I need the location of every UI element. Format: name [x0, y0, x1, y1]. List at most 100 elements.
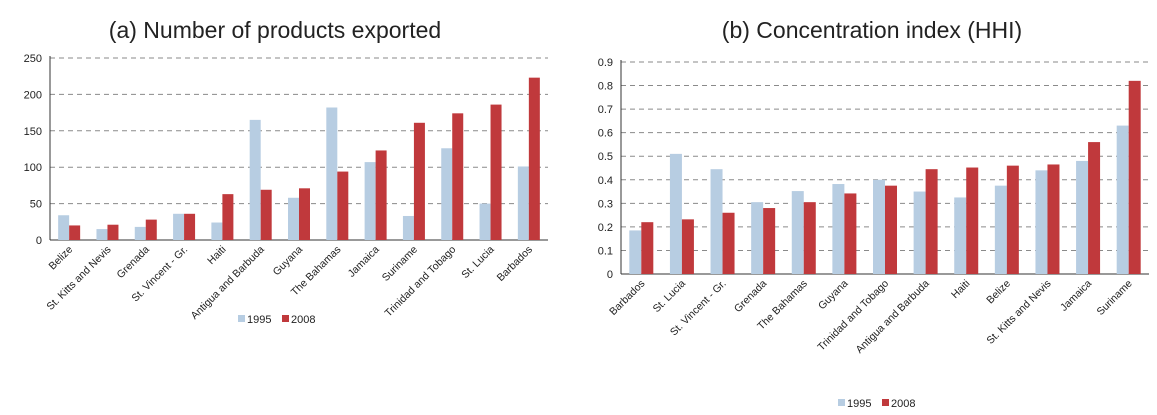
chart-a-category-label: Barbados	[495, 244, 535, 284]
chart-b-bar-1995	[994, 185, 1007, 274]
chart-b-category-label: Antigua and Barbuda	[853, 278, 931, 356]
chart-b-bar-1995	[1035, 170, 1048, 274]
chart-a-bar-1995	[288, 197, 299, 240]
chart-a-bar-2008	[107, 224, 119, 240]
chart-b-category-label: St. Lucia	[651, 278, 688, 315]
chart-a-bar-2008	[375, 150, 387, 240]
chart-b-bar-2008	[681, 219, 694, 274]
chart-a-bar-2008	[260, 189, 272, 240]
chart-b-bar-2008	[641, 222, 654, 274]
chart-a-bar-2008	[528, 77, 540, 240]
chart-b-ytick-label: 0	[607, 269, 613, 281]
chart-a-ytick-label: 0	[36, 235, 42, 247]
chart-a-bar-2008	[490, 104, 502, 240]
chart-a-title: (a) Number of products exported	[109, 17, 441, 43]
chart-b-bar-1995	[629, 230, 642, 274]
chart-a-bar-1995	[96, 229, 108, 240]
chart-a-category-label: St. Kitts and Nevis	[44, 244, 113, 313]
chart-b-bar-1995	[1076, 160, 1089, 274]
chart-a-bar-2008	[145, 219, 157, 240]
chart-a-category-label: Suriname	[380, 244, 420, 284]
chart-b-bar-2008	[844, 193, 857, 274]
chart-b-category-label: Barbados	[607, 278, 647, 318]
chart-b-category-label: Guyana	[816, 278, 851, 313]
chart-a-category-label: Guyana	[271, 244, 306, 279]
chart-b-ytick-label: 0.2	[598, 222, 613, 234]
chart-a-legend-swatch-1995	[238, 315, 245, 322]
chart-b-bar-2008	[763, 208, 776, 274]
chart-a-bar-2008	[413, 122, 425, 240]
chart-b-legend-swatch-1995	[838, 399, 845, 406]
chart-a-legend-label-2008: 2008	[291, 314, 315, 326]
chart-a-bar-2008	[184, 213, 196, 240]
chart-b-ytick-label: 0.5	[598, 151, 613, 163]
chart-a-bar-1995	[402, 215, 414, 240]
chart-a-bar-1995	[326, 107, 338, 240]
chart-b-ytick-label: 0.9	[598, 57, 613, 69]
chart-b-legend-label-1995: 1995	[847, 398, 871, 410]
chart-b-bar-1995	[710, 169, 723, 274]
chart-b-bar-1995	[751, 202, 764, 274]
chart-b-ytick-label: 0.6	[598, 128, 613, 140]
chart-a-legend-label-1995: 1995	[247, 314, 271, 326]
chart-a-ytick-label: 150	[24, 126, 42, 138]
chart-b-ytick-label: 0.3	[598, 198, 613, 210]
chart-b-bar-2008	[1006, 165, 1019, 274]
chart-a-bar-1995	[211, 222, 223, 240]
chart-a-bar-2008	[337, 171, 349, 240]
chart-b-ytick-label: 0.7	[598, 104, 613, 116]
chart-products-exported: (a) Number of products exported 0 50 100 15…	[24, 17, 548, 326]
chart-b-bar-1995	[954, 197, 967, 274]
chart-a-bar-1995	[441, 148, 453, 240]
chart-a-ytick-label: 100	[24, 162, 42, 174]
chart-a-ytick-label: 250	[24, 53, 42, 65]
chart-a-bar-1995	[249, 119, 261, 240]
chart-b-bar-2008	[803, 202, 816, 274]
chart-b-legend-label-2008: 2008	[891, 398, 915, 410]
chart-b-category-label: Grenada	[732, 278, 769, 315]
chart-a-bar-2008	[299, 188, 310, 240]
chart-a-bar-1995	[364, 162, 376, 240]
chart-b-legend-swatch-2008	[882, 399, 889, 406]
chart-a-bar-1995	[517, 166, 529, 240]
chart-a-legend-swatch-2008	[282, 315, 289, 322]
chart-b-title: (b) Concentration index (HHI)	[722, 17, 1022, 43]
chart-b-bar-2008	[885, 185, 897, 274]
chart-b-bar-2008	[1128, 80, 1141, 274]
chart-b-bar-1995	[832, 184, 845, 274]
chart-a-category-label: Jamaica	[346, 244, 382, 280]
chart-b-ytick-label: 0.4	[598, 175, 613, 187]
chart-b-category-label: Belize	[984, 278, 1013, 307]
chart-b-bar-2008	[925, 169, 938, 274]
chart-b-category-label: Trinidad and Tobago	[815, 278, 891, 354]
chart-b-bar-2008	[1047, 164, 1060, 274]
chart-b-bar-1995	[913, 191, 926, 274]
chart-a-category-label: Antigua and Barbuda	[189, 244, 267, 322]
chart-a-bar-1995	[134, 226, 146, 240]
chart-a-category-label: Trinidad and Tobago	[383, 244, 459, 320]
chart-a-bar-2008	[69, 225, 81, 240]
chart-b-ytick-label: 0.8	[598, 81, 613, 93]
chart-a-category-label: Haiti	[205, 244, 228, 267]
chart-b-bar-2008	[966, 167, 979, 274]
chart-b-category-label: Suriname	[1095, 278, 1135, 318]
chart-a-bar-2008	[222, 194, 234, 240]
chart-b-category-label: Haiti	[949, 278, 972, 301]
chart-b-bar-2008	[722, 212, 735, 274]
chart-a-bar-1995	[173, 213, 185, 240]
chart-a-ytick-label: 200	[24, 89, 42, 101]
chart-b-ytick-label: 0.1	[598, 245, 613, 257]
chart-a-bar-1995	[479, 203, 491, 240]
chart-b-bar-1995	[669, 153, 682, 274]
chart-b-bar-1995	[791, 191, 804, 274]
chart-a-category-label: St. Lucia	[459, 244, 496, 281]
chart-a-category-label: Grenada	[115, 244, 152, 281]
chart-a-bar-1995	[58, 215, 70, 240]
chart-a-bar-2008	[452, 113, 464, 240]
chart-b-category-label: Jamaica	[1058, 278, 1094, 314]
chart-a-ytick-label: 50	[30, 199, 42, 211]
chart-b-bar-1995	[873, 179, 885, 274]
chart-a-category-label: Belize	[47, 244, 76, 273]
chart-b-bar-1995	[1116, 125, 1129, 274]
